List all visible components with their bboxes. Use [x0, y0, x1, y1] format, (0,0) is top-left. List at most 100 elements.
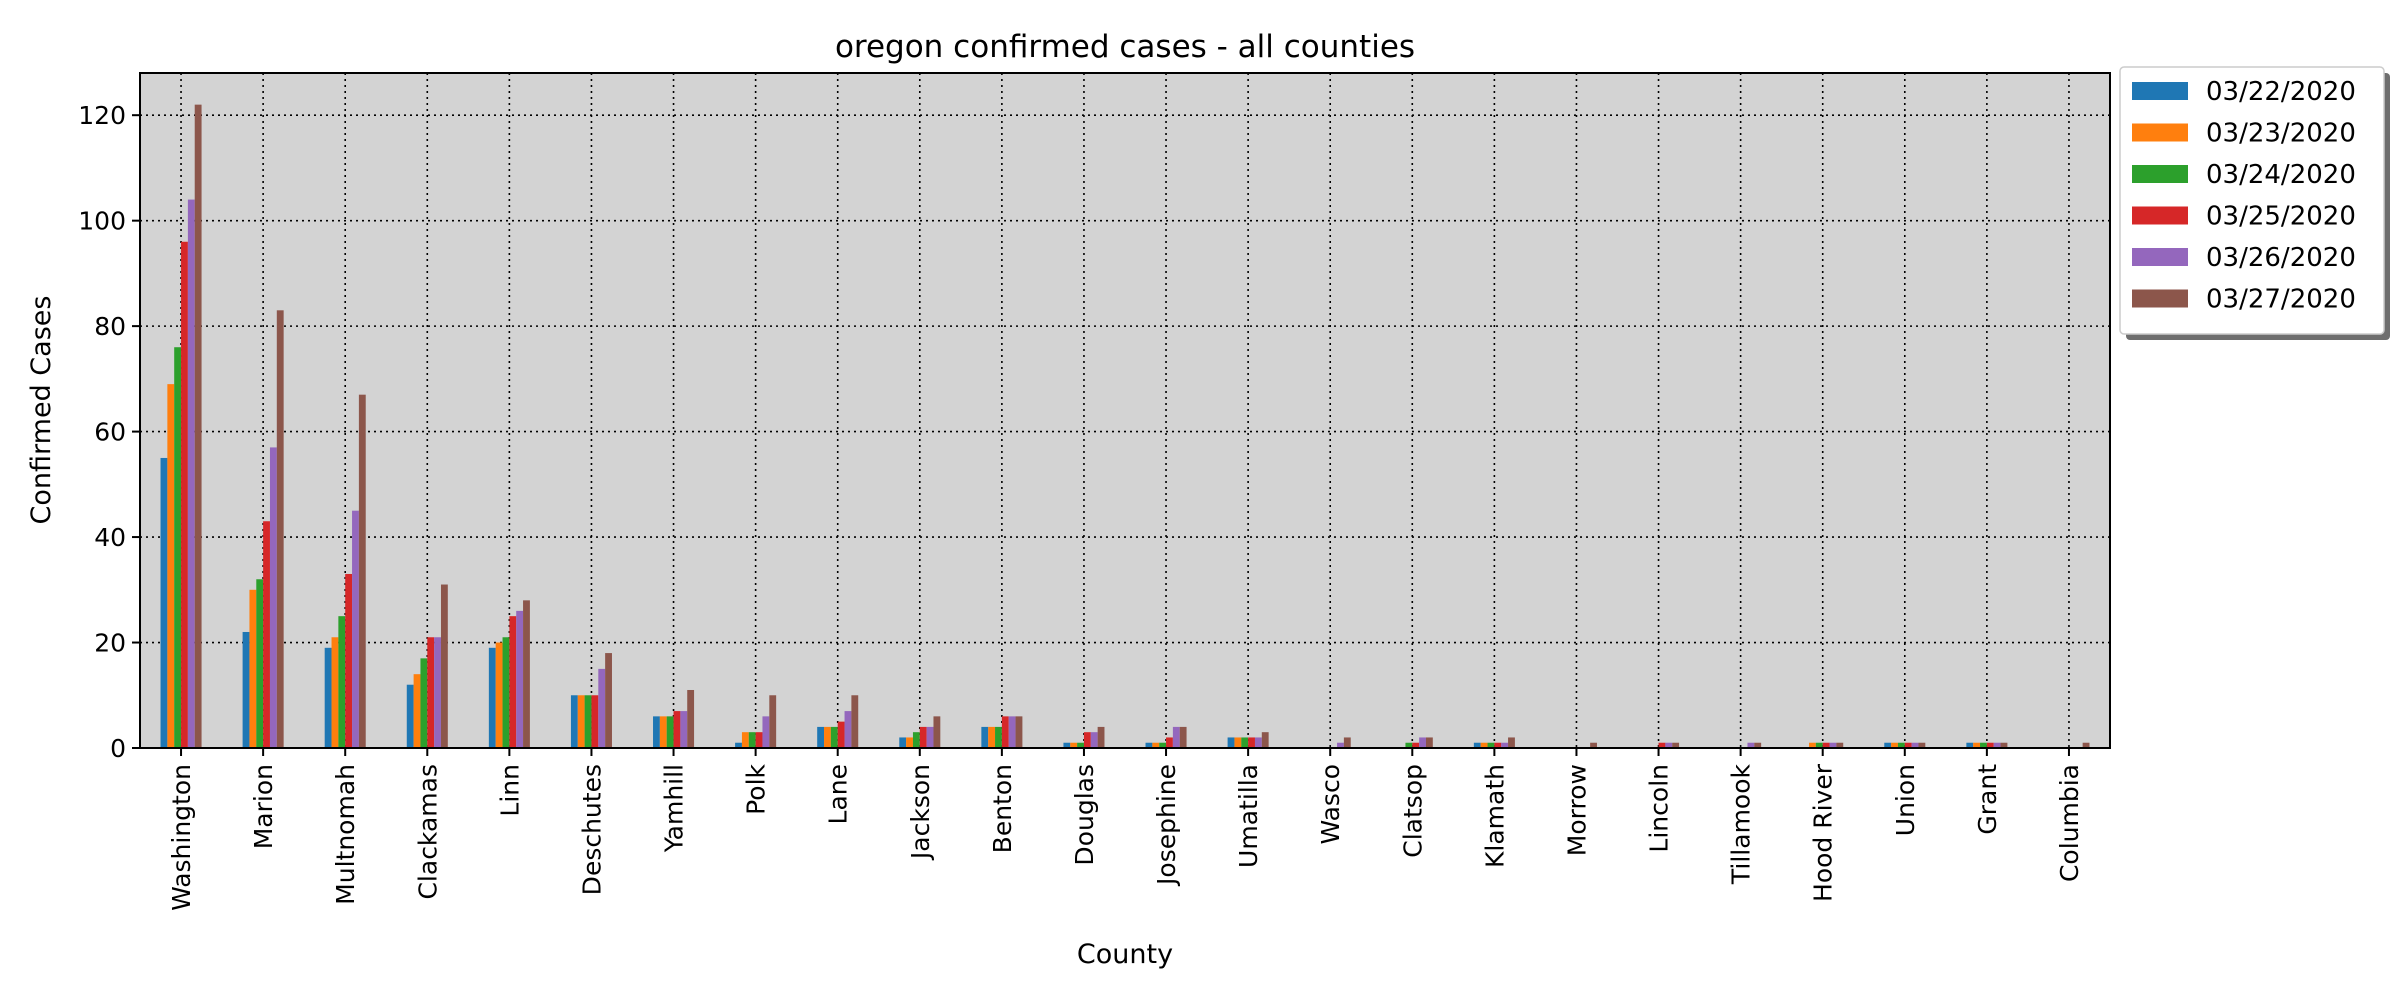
x-tick-label: Union: [1891, 764, 1920, 836]
x-tick-label: Umatilla: [1234, 764, 1263, 868]
bar: [406, 684, 414, 748]
bar: [687, 689, 695, 748]
bar: [830, 726, 838, 748]
bar: [769, 695, 777, 748]
bar: [2082, 742, 2090, 748]
bar: [509, 616, 517, 748]
bar: [1145, 742, 1153, 748]
bar: [680, 711, 688, 748]
legend-swatch: [2132, 82, 2188, 100]
bar: [1993, 742, 2001, 748]
bar: [1754, 742, 1762, 748]
bar: [919, 726, 927, 748]
y-tick-label: 0: [110, 734, 126, 763]
bar: [495, 642, 503, 748]
y-tick-label: 20: [94, 629, 126, 658]
x-tick-label: Hood River: [1809, 763, 1838, 902]
x-tick-label: Grant: [1973, 764, 2002, 835]
bar: [1419, 737, 1426, 748]
bar: [1227, 737, 1235, 748]
legend-label: 03/26/2020: [2206, 243, 2356, 273]
bar: [242, 631, 250, 748]
bar: [1343, 737, 1351, 748]
bar: [1918, 742, 1926, 748]
bar: [735, 742, 742, 748]
x-tick-label: Marion: [249, 764, 278, 849]
x-tick-label: Morrow: [1562, 764, 1591, 856]
bar: [1672, 742, 1680, 748]
bar: [1077, 742, 1084, 748]
legend: 03/22/2020 03/23/2020 03/24/2020 03/25/2020…: [2119, 66, 2390, 340]
bar: [324, 647, 332, 748]
bar: [748, 732, 756, 748]
bar: [988, 726, 996, 748]
bar: [187, 199, 195, 748]
bar: [338, 616, 346, 748]
bar: [673, 711, 681, 748]
bar: [2000, 742, 2008, 748]
bar: [1015, 716, 1023, 748]
bar: [1904, 742, 1912, 748]
x-tick-label: Multnomah: [331, 764, 360, 905]
y-tick-label: 40: [94, 523, 126, 552]
x-tick-label: Lincoln: [1645, 764, 1674, 853]
y-axis-label: Confirmed Cases: [26, 296, 57, 525]
x-tick-label: Linn: [495, 764, 524, 817]
y-tick-label: 100: [78, 207, 126, 236]
bar: [906, 737, 913, 748]
bar: [1152, 742, 1160, 748]
bar: [577, 695, 585, 748]
x-tick-label: Tillamook: [1727, 763, 1756, 885]
x-tick-label: Clackamas: [413, 764, 442, 900]
x-tick-label: Douglas: [1070, 764, 1099, 866]
bar: [598, 668, 606, 748]
bar: [516, 610, 524, 748]
bar: [1405, 742, 1413, 748]
bar: [1063, 742, 1071, 748]
bar: [1425, 737, 1433, 748]
y-tick-label: 80: [94, 312, 126, 341]
legend-swatch: [2132, 165, 2188, 183]
bar: [420, 658, 428, 748]
x-tick-label: Benton: [988, 764, 1017, 853]
bar: [276, 310, 284, 748]
bar: [741, 732, 749, 748]
y-axis: 0 20 40 60 80 100 120: [78, 101, 140, 763]
bar: [1986, 742, 1994, 748]
bar: [824, 726, 831, 748]
x-axis: Washington Marion Multnomah Clackamas Linn De…: [167, 748, 2084, 911]
bar: [174, 347, 182, 748]
bar: [1097, 726, 1105, 748]
x-tick-label: Deschutes: [577, 764, 606, 895]
bar: [167, 384, 175, 748]
bar: [1973, 742, 1981, 748]
bar: [331, 637, 339, 748]
bar: [570, 695, 578, 748]
legend-swatch: [2132, 206, 2188, 225]
legend-label: 03/27/2020: [2206, 285, 2356, 315]
bar: [1658, 742, 1666, 748]
bar: [434, 637, 441, 748]
bar: [1508, 737, 1515, 748]
bar: [933, 716, 941, 748]
bar: [912, 732, 920, 748]
bar: [1480, 742, 1488, 748]
bar: [591, 695, 599, 748]
chart-title: oregon confirmed cases - all counties: [835, 29, 1415, 65]
plot-area: [140, 73, 2110, 748]
legend-label: 03/23/2020: [2206, 119, 2356, 149]
bar: [1083, 732, 1091, 748]
bar: [1884, 742, 1892, 748]
bar: [1829, 742, 1837, 748]
bar: [1179, 726, 1187, 748]
bars-group: [160, 104, 2090, 748]
bar: [358, 394, 366, 748]
bar: [1234, 737, 1242, 748]
bar: [926, 726, 934, 748]
bar: [659, 716, 667, 748]
legend-swatch: [2132, 123, 2188, 142]
x-tick-label: Polk: [742, 763, 771, 814]
bar: [1980, 742, 1987, 748]
bar: [1665, 742, 1673, 748]
legend-swatch: [2132, 248, 2188, 266]
